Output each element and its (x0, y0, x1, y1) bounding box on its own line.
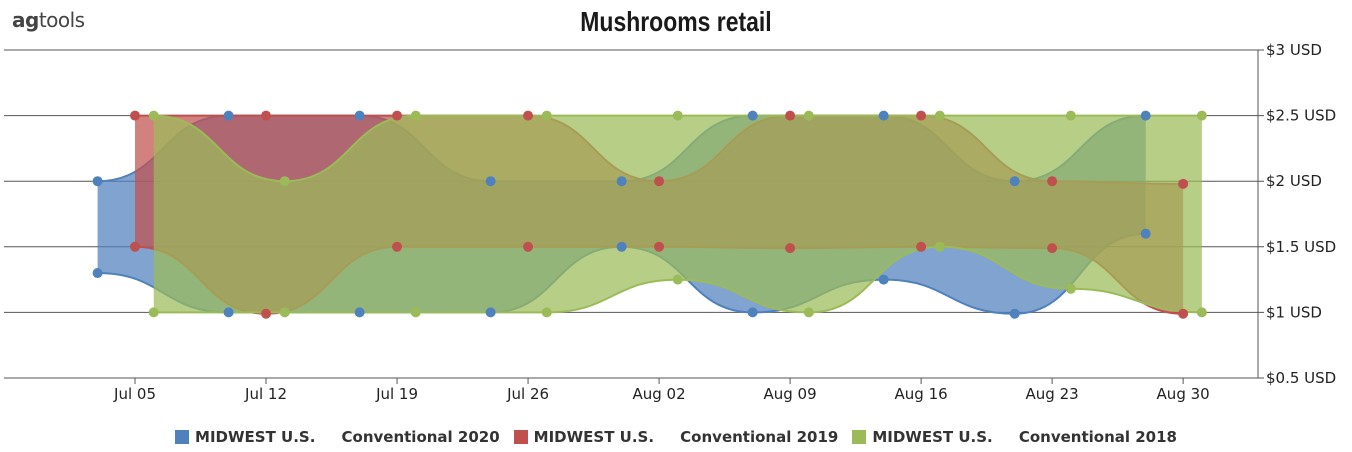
x-tick-label: Aug 02 (632, 385, 685, 403)
data-point-low (261, 308, 272, 319)
legend-item[interactable]: MIDWEST U.S. Conventional 2020 (175, 428, 500, 446)
data-point-low (654, 241, 665, 252)
y-tick-label: $1 USD (1266, 303, 1322, 321)
series-low-line (153, 245, 1202, 314)
data-point-high (672, 110, 683, 121)
legend-label: MIDWEST U.S. Conventional 2018 (872, 428, 1177, 446)
data-point-low (279, 307, 290, 318)
data-point-high (130, 110, 141, 121)
data-point-low (747, 307, 758, 318)
x-tick-label: Jul 05 (113, 385, 156, 403)
legend-label: MIDWEST U.S. Conventional 2019 (533, 428, 839, 446)
data-point-high (148, 110, 159, 121)
data-point-low (92, 268, 103, 279)
data-point-low (392, 241, 403, 252)
y-tick-label: $2 USD (1266, 172, 1322, 190)
series-area (153, 115, 1202, 313)
data-point-high (279, 176, 290, 187)
legend-swatch (175, 430, 190, 444)
data-point-high (916, 110, 927, 121)
x-tick-label: Jul 19 (375, 385, 418, 403)
x-tick-label: Jul 26 (506, 385, 549, 403)
data-point-low (1047, 243, 1058, 254)
data-point-high (803, 110, 814, 121)
data-point-low (672, 274, 683, 285)
data-point-low (485, 307, 496, 318)
data-point-high (1009, 176, 1020, 187)
data-point-high (654, 176, 665, 187)
logo-prefix: ag (12, 8, 39, 32)
legend-item[interactable]: MIDWEST U.S. Conventional 2018 (852, 428, 1177, 446)
data-point-low (803, 307, 814, 318)
chart-title: Mushrooms retail (580, 6, 772, 37)
data-point-low (1178, 308, 1189, 319)
data-point-high (523, 110, 534, 121)
x-tick-label: Jul 12 (244, 385, 287, 403)
y-tick-label: $1.5 USD (1266, 238, 1336, 256)
data-point-high (878, 110, 889, 121)
data-point-low (130, 241, 141, 252)
data-point-high (1047, 176, 1058, 187)
data-point-low (1196, 307, 1207, 318)
y-tick-label: $0.5 USD (1266, 369, 1336, 387)
legend-item[interactable]: MIDWEST U.S. Conventional 2019 (513, 428, 839, 446)
data-point-low (410, 307, 421, 318)
data-point-high (410, 110, 421, 121)
legend-swatch (852, 430, 867, 444)
x-tick-label: Aug 16 (895, 385, 948, 403)
data-point-high (223, 110, 234, 121)
data-point-low (785, 243, 796, 254)
x-tick-label: Aug 09 (764, 385, 817, 403)
data-point-high (354, 110, 365, 121)
logo-suffix: tools (38, 8, 85, 32)
agtools-logo: agtools (12, 8, 85, 32)
data-point-high (485, 176, 496, 187)
data-point-low (878, 274, 889, 285)
data-point-high (1065, 110, 1076, 121)
data-point-high (1196, 110, 1207, 121)
x-tick-label: Aug 30 (1157, 385, 1210, 403)
data-point-high (616, 176, 627, 187)
data-point-low (223, 307, 234, 318)
data-point-low (616, 241, 627, 252)
data-point-high (1140, 110, 1151, 121)
series-high-line (153, 114, 1202, 183)
data-point-high (392, 110, 403, 121)
data-point-low (916, 241, 927, 252)
data-point-high (785, 110, 796, 121)
data-point-low (1140, 228, 1151, 239)
legend-label: MIDWEST U.S. Conventional 2020 (195, 428, 500, 446)
data-point-low (354, 307, 365, 318)
chart-legend: MIDWEST U.S. Conventional 2020 MIDWEST U.… (0, 428, 1352, 446)
data-point-high (541, 110, 552, 121)
data-point-low (523, 241, 534, 252)
data-point-low (148, 307, 159, 318)
data-point-low (1065, 283, 1076, 294)
x-tick-label: Aug 23 (1026, 385, 1079, 403)
data-point-low (934, 241, 945, 252)
data-point-low (541, 307, 552, 318)
data-point-low (1009, 308, 1020, 319)
data-point-high (261, 110, 272, 121)
legend-swatch (513, 430, 528, 444)
data-point-high (747, 110, 758, 121)
y-tick-label: $3 USD (1266, 41, 1322, 59)
data-point-high (1178, 178, 1189, 189)
data-point-high (934, 110, 945, 121)
data-point-high (92, 176, 103, 187)
y-tick-label: $2.5 USD (1266, 107, 1336, 125)
